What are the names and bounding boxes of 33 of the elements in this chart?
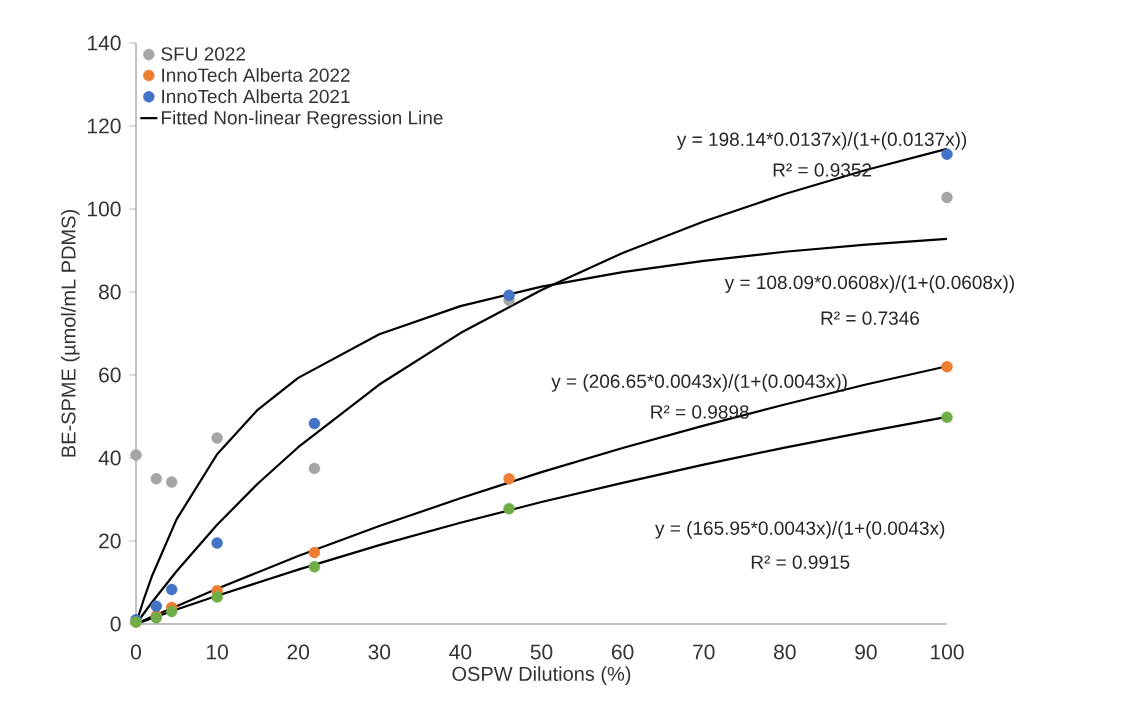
y-tick-label: 20 xyxy=(99,533,121,549)
y-tick-label: 80 xyxy=(99,284,121,300)
x-tick-label: 50 xyxy=(530,644,553,660)
y-tick-label: 100 xyxy=(88,201,121,217)
x-tick-label: 40 xyxy=(449,644,472,660)
legend-label: Fitted Non-linear Regression Line xyxy=(162,110,443,129)
annotation: R² = 0.9898 xyxy=(651,405,749,419)
x-tick-label: 80 xyxy=(774,644,796,660)
annotation: R² = 0.9915 xyxy=(751,555,850,569)
y-tick-label: 140 xyxy=(88,35,121,51)
x-tick-label: 10 xyxy=(207,644,228,660)
y-tick-label: 60 xyxy=(99,367,121,383)
y-tick-label: 40 xyxy=(98,450,121,466)
annotation: R² = 0.9352 xyxy=(773,163,872,177)
annotation: y = 198.14*0.0137x)/(1+(0.0137x)) xyxy=(676,132,967,150)
annotation: y = (165.95*0.0043x)/(1+(0.0043x) xyxy=(655,520,945,539)
legend-label: SFU 2022 xyxy=(161,47,246,61)
y-tick-label: 120 xyxy=(88,118,121,134)
x-tick-label: 30 xyxy=(368,644,391,660)
annotation: y = (206.65*0.0043x)/(1+(0.0043x)) xyxy=(551,374,847,392)
annotation: R² = 0.7346 xyxy=(821,311,919,325)
y-axis-title: BE-SPME (µmol/mL PDMS) xyxy=(60,210,80,457)
x-tick-label: 70 xyxy=(693,644,715,660)
x-tick-label: 90 xyxy=(855,644,877,660)
x-axis-title: OSPW Dilutions (%) xyxy=(452,666,631,685)
legend-label: InnoTech Alberta 2022 xyxy=(162,67,350,82)
x-tick-label: 60 xyxy=(611,644,634,660)
y-tick-label: 0 xyxy=(110,616,121,632)
x-tick-label: 100 xyxy=(931,644,964,660)
x-tick-label: 0 xyxy=(130,644,142,660)
annotation: y = 108.09*0.0608x)/(1+(0.0608x)) xyxy=(724,275,1014,293)
legend-label: InnoTech Alberta 2021 xyxy=(162,89,350,104)
x-tick-label: 20 xyxy=(287,644,310,660)
